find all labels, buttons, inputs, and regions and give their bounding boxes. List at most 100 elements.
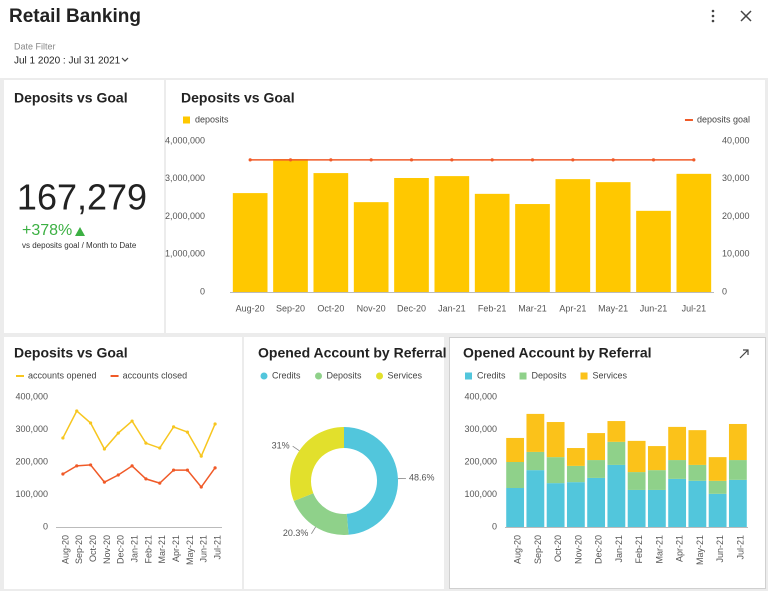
- line-marker: [490, 158, 494, 162]
- bar: [647, 470, 666, 490]
- bar: [587, 460, 606, 478]
- line-marker: [144, 441, 148, 445]
- bar: [506, 488, 525, 527]
- bar: [708, 457, 727, 481]
- bar: [595, 182, 631, 292]
- bar: [688, 464, 707, 481]
- more-menu[interactable]: [711, 9, 715, 23]
- y-tick-label: 400,000: [464, 391, 497, 401]
- bar: [647, 446, 666, 471]
- leader-line: [311, 526, 316, 534]
- line-marker: [130, 464, 134, 468]
- y2-tick-label: 30,000: [722, 173, 750, 183]
- bar: [607, 441, 626, 465]
- bar: [546, 422, 565, 458]
- bar: [526, 451, 545, 471]
- bar: [688, 430, 707, 465]
- bar: [587, 477, 606, 527]
- y-tick-label: 400,000: [15, 391, 48, 401]
- chart-title: Deposits vs Goal: [181, 90, 295, 106]
- up-arrow: [75, 227, 85, 236]
- bar: [636, 210, 671, 292]
- bar: [474, 193, 510, 292]
- expand-button[interactable]: [739, 349, 749, 359]
- bar: [668, 478, 687, 527]
- line-marker: [185, 430, 190, 434]
- bar: [526, 470, 545, 527]
- line-marker: [248, 158, 252, 162]
- line-marker: [288, 158, 293, 162]
- data-label: 48.6%: [409, 473, 435, 483]
- line-marker: [88, 421, 93, 425]
- line-marker: [158, 481, 162, 485]
- x-tick-label: Oct-20: [553, 535, 563, 562]
- bar: [546, 483, 565, 527]
- x-tick-label: Nov-20: [573, 535, 583, 564]
- bar: [728, 460, 747, 480]
- legend-label: Credits: [477, 370, 506, 380]
- bar: [434, 176, 470, 292]
- line-marker: [185, 468, 190, 472]
- x-tick-label: Jul-21: [735, 535, 745, 560]
- legend-label: Deposits: [532, 370, 568, 380]
- line-marker: [199, 454, 203, 458]
- dashboard-title: Retail Banking: [9, 6, 141, 27]
- donut-slice: [293, 493, 349, 535]
- data-label: 20.3%: [283, 528, 309, 538]
- line-marker: [61, 472, 65, 476]
- date-filter[interactable]: Jul 1 2020 : Jul 31 2021: [14, 56, 129, 67]
- line-marker: [102, 480, 107, 484]
- legend-swatch: [519, 372, 527, 380]
- bar: [273, 159, 308, 292]
- legend-label: accounts opened: [28, 370, 97, 380]
- kpi-caption: vs deposits goal / Month to Date: [22, 241, 137, 250]
- line-marker: [144, 477, 148, 481]
- legend-swatch: [260, 372, 268, 380]
- filter-label: Date Filter: [14, 41, 56, 51]
- legend-swatch: [183, 116, 190, 124]
- panel: [244, 337, 444, 589]
- legend-label: deposits: [195, 114, 229, 124]
- donut-slice: [344, 427, 399, 535]
- line: [62, 409, 216, 458]
- bar: [506, 437, 525, 462]
- line-marker: [171, 425, 176, 429]
- legend-swatch: [465, 372, 472, 380]
- line-marker: [329, 158, 333, 162]
- line-marker: [61, 436, 65, 440]
- bar: [566, 448, 585, 466]
- panel: [4, 337, 242, 589]
- x-tick-label: Feb-21: [478, 303, 507, 313]
- y-tick-label: 300,000: [464, 424, 497, 434]
- x-tick-label: Apr-21: [559, 303, 586, 313]
- legend-swatch: [315, 372, 323, 380]
- chart-title: Opened Account by Referral: [258, 345, 447, 361]
- bar: [708, 480, 727, 494]
- bar: [627, 489, 646, 527]
- x-tick-label: Apr-21: [675, 535, 685, 562]
- close-button[interactable]: [740, 10, 752, 22]
- line-marker: [199, 485, 203, 489]
- y-tick-label: 1,000,000: [165, 249, 205, 259]
- x-tick-label: Sep-20: [276, 303, 305, 313]
- x-tick-label: Jun-21: [715, 535, 725, 563]
- x-tick-label: Aug-20: [236, 303, 265, 313]
- bar: [515, 204, 550, 292]
- chart-title: Opened Account by Referral: [463, 345, 652, 361]
- legend-swatch: [580, 372, 588, 380]
- x-tick-label: May-21: [185, 535, 195, 565]
- y2-tick-label: 20,000: [722, 211, 750, 221]
- x-tick-label: Oct-20: [88, 535, 98, 562]
- x-tick-label: Oct-20: [317, 303, 344, 313]
- bar: [566, 465, 585, 483]
- x-tick-label: Nov-20: [357, 303, 386, 313]
- x-tick-label: Mar-21: [157, 535, 167, 564]
- bar: [668, 426, 687, 461]
- line-marker: [75, 409, 79, 413]
- line-marker: [158, 446, 162, 450]
- bar: [506, 462, 525, 488]
- line-marker: [88, 463, 93, 467]
- bar: [353, 202, 389, 292]
- line-marker: [530, 158, 535, 162]
